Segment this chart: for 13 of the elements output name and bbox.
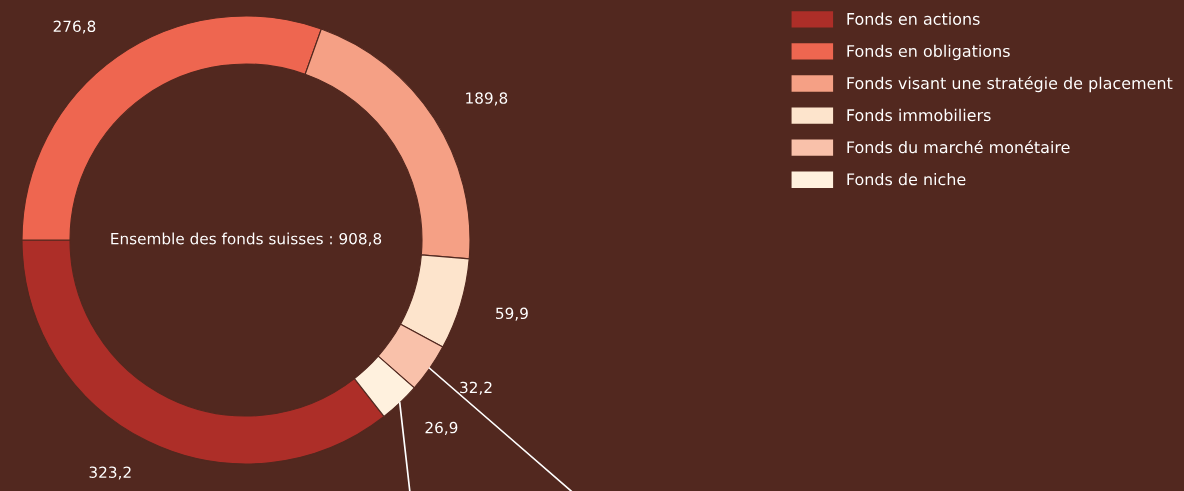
data-label: 323,2 <box>89 466 131 480</box>
text: Ensemble des fonds suisses : 908,8 <box>111 232 382 246</box>
legend-label: Fonds du marché monétaire <box>847 140 1070 154</box>
data-label: 32,2 <box>460 381 492 395</box>
data-label: 59,9 <box>496 307 528 321</box>
legend-label: Fonds immobiliers <box>847 108 991 122</box>
legend-label: Fonds en obligations <box>847 44 1010 61</box>
data-label: 276,8 <box>53 20 96 34</box>
data-label: 26,9 <box>425 421 458 435</box>
legend-label: Fonds en actions <box>847 12 980 25</box>
data-label: 189,8 <box>466 92 508 106</box>
legend-label: Fonds visant une stratégie de placement <box>847 76 1173 93</box>
legend-label: Fonds de niche <box>847 172 966 186</box>
